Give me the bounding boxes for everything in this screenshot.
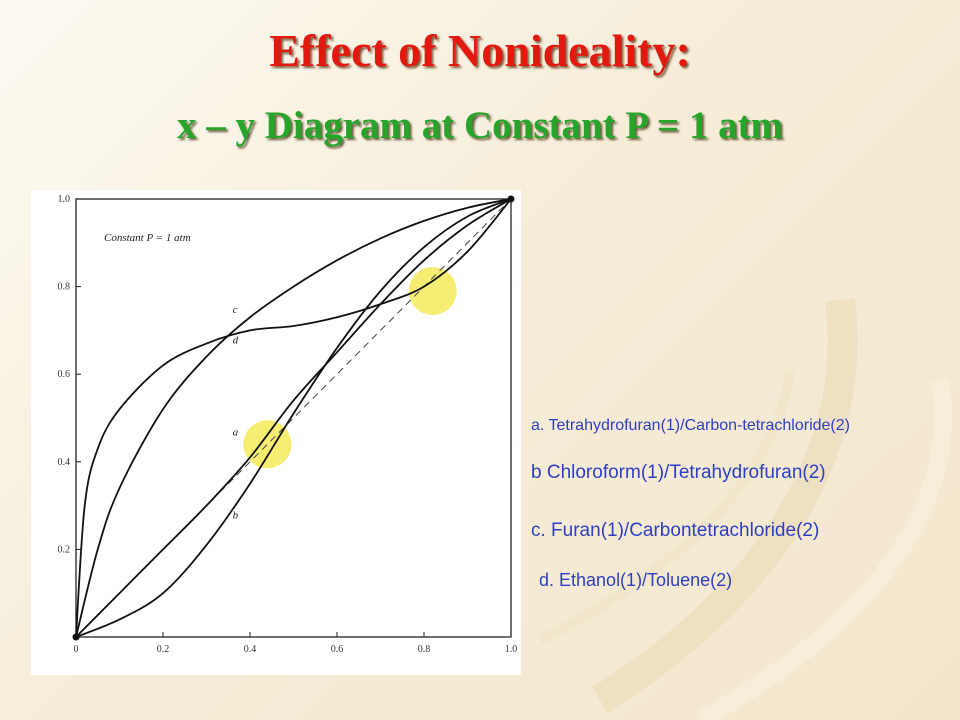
legend-item-b: b Chloroform(1)/Tetrahydrofuran(2) <box>531 462 826 483</box>
legend-item-c: c. Furan(1)/Carbontetrachloride(2) <box>531 520 820 541</box>
y-tick-label: 1.0 <box>58 194 71 205</box>
series-line-a <box>75 198 512 638</box>
series-line-c <box>75 198 512 638</box>
curve-label-a: a <box>233 427 239 439</box>
curve-label-d: d <box>233 335 239 347</box>
xy-diagram: 0.2 0.4 0.6 0.8 1.0 0 0.2 0.4 0.6 0.8 1.0 a b c d Const… <box>31 190 521 675</box>
y-tick-label: 0.4 <box>58 457 71 468</box>
x-tick-label: 0.6 <box>331 644 344 655</box>
x-tick-label: 1.0 <box>505 644 518 655</box>
y-tick-label: 0.8 <box>58 282 71 293</box>
chart-svg: 0.2 0.4 0.6 0.8 1.0 0 0.2 0.4 0.6 0.8 1.0 a b c d Const… <box>58 194 518 655</box>
x-tick-label: 0.8 <box>418 644 431 655</box>
series-line-b <box>75 198 512 638</box>
curve-label-c: c <box>233 304 238 316</box>
y-tick-label: 0.6 <box>58 369 71 380</box>
series-line-d <box>75 198 512 638</box>
slide-subtitle: x – y Diagram at Constant P = 1 atm <box>176 104 784 147</box>
curve-label-b: b <box>233 510 239 522</box>
decorative-swirl <box>695 378 952 720</box>
decorative-swirl <box>592 298 858 713</box>
plot-annotation: Constant P = 1 atm <box>104 232 191 244</box>
endpoint-marker <box>72 633 80 641</box>
decorative-swirl <box>537 369 795 645</box>
legend-item-a: a. Tetrahydrofuran(1)/Carbon-tetrachlori… <box>531 417 850 434</box>
plot-frame <box>75 198 512 638</box>
x-tick-label: 0.4 <box>244 644 257 655</box>
highlight-circle <box>408 266 457 315</box>
x-tick-label: 0 <box>74 644 79 655</box>
legend-item-d: d. Ethanol(1)/Toluene(2) <box>539 570 733 590</box>
endpoint-marker <box>507 195 515 203</box>
slide-title: Effect of Nonideality: <box>269 25 691 76</box>
x-tick-label: 0.2 <box>157 644 170 655</box>
y-tick-label: 0.2 <box>58 544 71 555</box>
